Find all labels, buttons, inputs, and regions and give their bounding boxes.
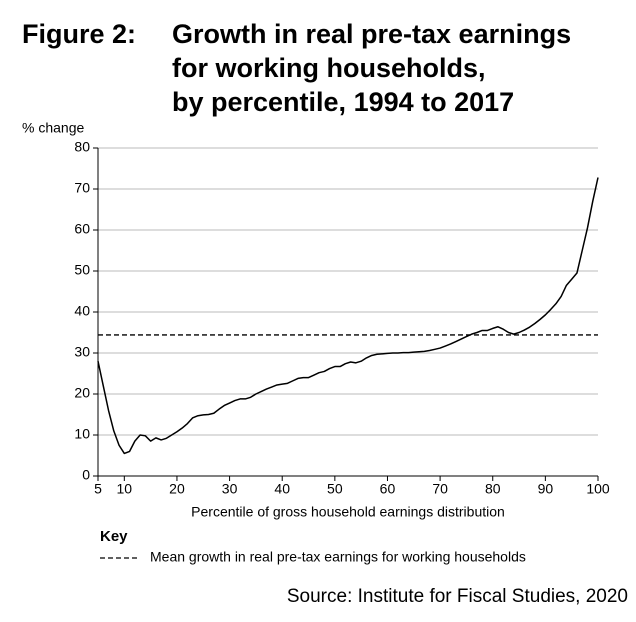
x-tick-label: 10 [117,481,133,497]
key-title: Key [100,528,128,545]
y-tick-label: 10 [74,426,90,442]
figure-label: Figure 2: [22,19,136,49]
x-tick-label: 80 [485,481,501,497]
y-tick-label: 30 [74,344,90,360]
y-tick-label: 20 [74,385,90,401]
y-tick-label: 80 [74,139,90,155]
key-label: Mean growth in real pre-tax earnings for… [150,549,526,565]
x-tick-label: 70 [432,481,448,497]
title-line: by percentile, 1994 to 2017 [172,87,514,117]
x-tick-label: 50 [327,481,343,497]
x-tick-label: 20 [169,481,185,497]
x-tick-label: 5 [94,481,102,497]
data-line [97,177,599,455]
x-tick-label: 90 [538,481,554,497]
y-tick-label: 40 [74,303,90,319]
y-tick-label: 0 [82,467,90,483]
source: Source: Institute for Fiscal Studies, 20… [287,586,628,607]
y-tick-label: 60 [74,221,90,237]
title-line: Growth in real pre-tax earnings [172,19,571,49]
x-tick-label: 30 [222,481,238,497]
x-axis-label: Percentile of gross household earnings d… [191,504,505,520]
x-tick-label: 60 [380,481,396,497]
y-tick-label: 50 [74,262,90,278]
x-tick-label: 40 [274,481,290,497]
y-tick-label: 70 [74,180,90,196]
x-tick-label: 100 [586,481,610,497]
title-line: for working households, [172,53,486,83]
y-axis-label: % change [22,120,84,136]
